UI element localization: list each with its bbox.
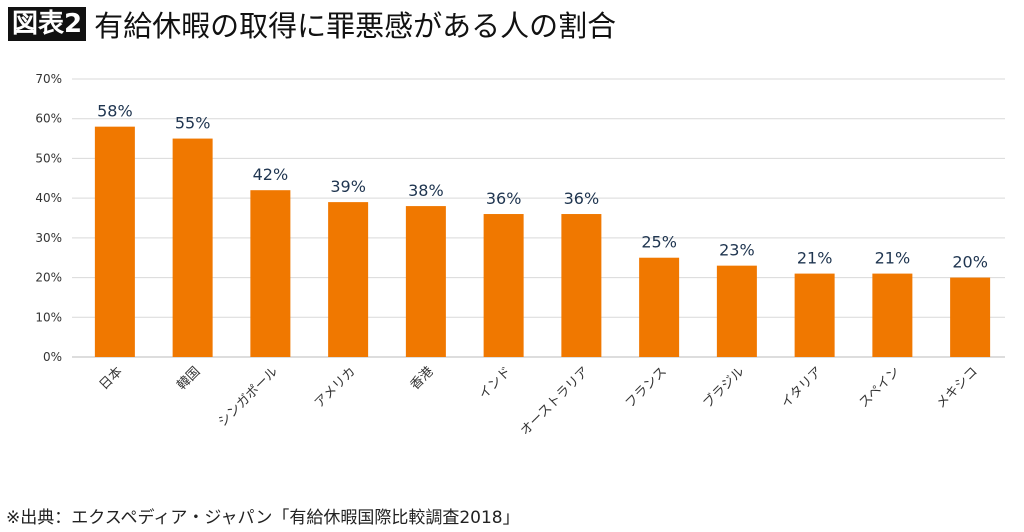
bar — [716, 265, 757, 357]
x-tick-label: イタリア — [778, 364, 825, 411]
x-tick-label: スペイン — [856, 364, 903, 411]
y-tick-label: 70% — [35, 72, 62, 86]
x-tick-label: 香港 — [408, 364, 437, 393]
x-tick-label: アメリカ — [312, 364, 359, 411]
x-tick-label: 韓国 — [174, 364, 203, 393]
bar — [94, 126, 135, 358]
y-tick-label: 0% — [43, 350, 62, 364]
data-label: 21% — [875, 249, 911, 268]
bar — [405, 206, 446, 357]
y-tick-label: 20% — [35, 271, 62, 285]
bar — [328, 202, 369, 357]
y-tick-label: 10% — [35, 310, 62, 324]
x-tick-label: ブラジル — [700, 364, 748, 412]
x-tick-label: メキシコ — [934, 364, 981, 411]
data-label: 25% — [641, 233, 677, 252]
bar — [172, 138, 213, 357]
data-label: 39% — [330, 177, 366, 196]
y-tick-label: 30% — [35, 231, 62, 245]
bar — [250, 190, 291, 357]
data-label: 21% — [797, 249, 833, 268]
bar — [872, 273, 913, 357]
x-tick-label: 日本 — [97, 364, 126, 393]
y-tick-label: 60% — [35, 112, 62, 126]
bar — [794, 273, 835, 357]
data-label: 42% — [253, 165, 289, 184]
data-label: 55% — [175, 114, 211, 133]
bar — [561, 214, 602, 357]
source-note: ※出典：エクスペディア・ジャパン「有給休暇国際比較調査2018」 — [6, 508, 520, 528]
data-label: 36% — [564, 189, 600, 208]
data-label: 20% — [952, 253, 988, 272]
bar — [950, 277, 991, 357]
title-text: 有給休暇の取得に罪悪感がある人の割合 — [94, 9, 617, 43]
data-label: 36% — [486, 189, 522, 208]
data-label: 38% — [408, 181, 444, 200]
x-tick-label: オーストラリア — [518, 364, 593, 439]
x-tick-label: フランス — [623, 364, 670, 411]
chart-title: 図表2 有給休暇の取得に罪悪感がある人の割合 — [8, 6, 617, 43]
data-label: 23% — [719, 241, 755, 260]
figure-badge: 図表2 — [8, 7, 87, 41]
bar — [639, 257, 680, 357]
data-label: 58% — [97, 102, 133, 121]
x-tick-label: シンガポール — [215, 364, 281, 430]
y-tick-label: 40% — [35, 191, 62, 205]
x-tick-label: インド — [476, 364, 514, 402]
bar — [483, 214, 524, 357]
y-tick-label: 50% — [35, 151, 62, 165]
